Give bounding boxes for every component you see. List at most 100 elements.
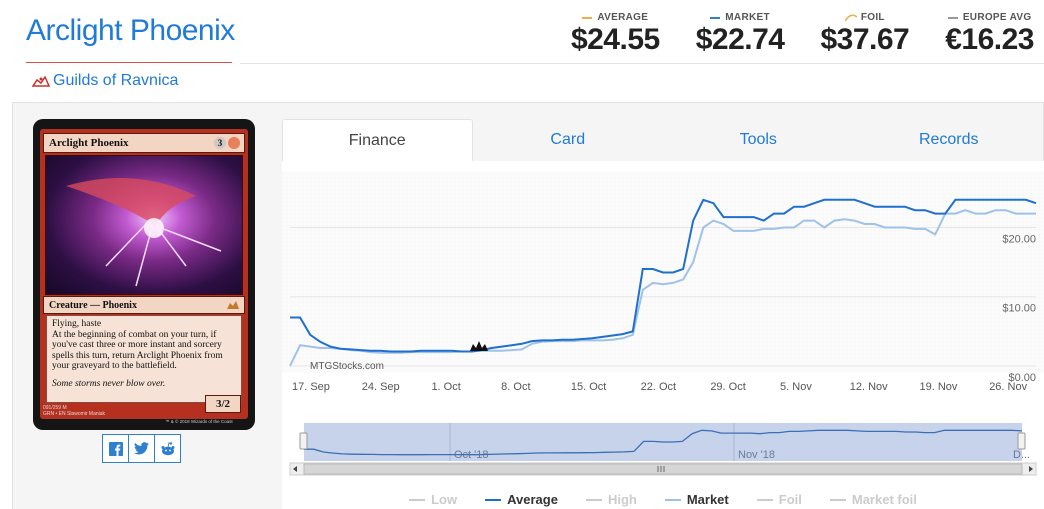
legend-label: Market foil xyxy=(851,492,917,507)
twitter-share-button[interactable] xyxy=(128,434,155,463)
navigator-scrollbar-thumb[interactable] xyxy=(303,463,1023,475)
price-market-label: MARKET xyxy=(725,12,770,23)
legend-item-market-foil[interactable]: Market foil xyxy=(829,492,917,507)
legend-item-market[interactable]: Market xyxy=(664,492,729,507)
chart-legend: Low Average High Market Foil Market foil xyxy=(282,492,1044,507)
mana-generic-icon: 3 xyxy=(214,137,226,149)
mana-generic-value: 3 xyxy=(217,138,223,148)
card-set-code: GRN • EN xyxy=(43,411,66,417)
x-tick-label: 19. Nov xyxy=(919,381,957,393)
price-europe-label: EUROPE AVG xyxy=(962,12,1032,23)
x-tick-label: 24. Sep xyxy=(362,381,400,393)
price-europe-value: €16.23 xyxy=(945,23,1034,56)
legend-label: Average xyxy=(507,492,558,507)
card-image[interactable]: Arclight Phoenix 3 Creature — Phoenix Fl… xyxy=(33,119,255,430)
scroll-left-arrow-icon[interactable] xyxy=(293,466,297,472)
legend-swatch xyxy=(829,498,846,501)
price-chart-svg: $20.00 $10.00 $0.00 MTGStocks.com 17. Sep 24.… xyxy=(282,171,1044,476)
price-average-value: $24.55 xyxy=(570,23,660,56)
mana-red-icon xyxy=(228,137,240,149)
legend-label: High xyxy=(607,492,637,507)
card-type: Creature — Phoenix xyxy=(49,299,137,311)
card-mana-cost: 3 xyxy=(214,137,240,149)
navigator-handle-left[interactable] xyxy=(299,432,308,450)
page-title: Arclight Phoenix xyxy=(26,14,235,47)
x-tick-label: 12. Nov xyxy=(850,381,888,393)
legend-swatch xyxy=(485,498,502,501)
x-tick-label: 8. Oct xyxy=(501,381,530,393)
card-rules-2: At the beginning of combat on your turn,… xyxy=(52,329,223,372)
y-tick-label: $0.00 xyxy=(1008,372,1036,384)
legend-swatch xyxy=(409,498,426,501)
price-chart: $20.00 $10.00 $0.00 MTGStocks.com 17. Sep 24.… xyxy=(282,161,1044,509)
legend-swatch xyxy=(585,498,602,501)
x-tick-label: 17. Sep xyxy=(292,381,330,393)
navigator-label: Nov '18 xyxy=(738,449,775,461)
price-europe: EUROPE AVG €16.23 xyxy=(945,12,1034,57)
legend-item-foil[interactable]: Foil xyxy=(756,492,802,507)
x-tick-label: 5. Nov xyxy=(780,381,812,393)
card-text-box: Flying, haste At the beginning of combat… xyxy=(46,315,242,403)
scroll-right-arrow-icon[interactable] xyxy=(1029,466,1033,472)
set-name[interactable]: Guilds of Ravnica xyxy=(53,72,179,89)
header-divider xyxy=(240,63,1044,64)
legend-label: Low xyxy=(431,492,458,507)
x-tick-label: 1. Oct xyxy=(431,381,460,393)
price-foil-label: FOIL xyxy=(860,12,885,23)
y-tick-label: $10.00 xyxy=(1002,303,1036,315)
reddit-icon xyxy=(161,441,174,455)
europe-dash-icon xyxy=(947,16,958,19)
legend-label: Market xyxy=(686,492,729,507)
tab-finance[interactable]: Finance xyxy=(282,119,473,161)
navigator-handle-right[interactable] xyxy=(1017,432,1026,450)
price-market: MARKET $22.74 xyxy=(696,12,785,57)
card-type-line: Creature — Phoenix xyxy=(43,296,245,314)
price-market-value: $22.74 xyxy=(695,23,785,56)
legend-label: Foil xyxy=(778,492,802,507)
card-footer: 091/259 M GRN • EN Slawomir Maniak xyxy=(43,405,105,417)
card-artist: Slawomir Maniak xyxy=(66,411,106,417)
x-tick-label: 22. Oct xyxy=(641,381,676,393)
facebook-share-button[interactable] xyxy=(102,434,129,463)
x-tick-label: 26. Nov xyxy=(989,381,1027,393)
chart-watermark: MTGStocks.com xyxy=(310,361,384,372)
card-power-toughness: 3/2 xyxy=(205,395,241,413)
tab-records[interactable]: Records xyxy=(918,131,979,148)
event-marker-icon[interactable] xyxy=(470,341,488,351)
set-link[interactable]: Guilds of Ravnica xyxy=(32,72,178,90)
average-dash-icon xyxy=(582,16,593,19)
reddit-share-button[interactable] xyxy=(154,434,181,463)
tab-card[interactable]: Card xyxy=(550,131,586,148)
tab-tools[interactable]: Tools xyxy=(739,131,777,148)
x-tick-label: 15. Oct xyxy=(571,381,606,393)
series-line-average xyxy=(290,198,1037,353)
price-average-label: AVERAGE xyxy=(597,12,649,23)
scrollbar-grip-icon[interactable] xyxy=(657,466,665,472)
phoenix-art-icon xyxy=(66,178,222,287)
card-name: Arclight Phoenix xyxy=(49,137,129,149)
price-summary: AVERAGE $24.55 MARKET $22.74 FOIL $37.67… xyxy=(535,12,1035,57)
twitter-icon xyxy=(134,442,149,455)
legend-item-average[interactable]: Average xyxy=(485,492,558,507)
legend-item-low[interactable]: Low xyxy=(409,492,457,507)
legend-item-high[interactable]: High xyxy=(585,492,637,507)
price-foil: FOIL $37.67 xyxy=(820,12,909,57)
price-foil-value: $37.67 xyxy=(820,23,910,56)
card-rules-1: Flying, haste xyxy=(52,319,102,329)
card-art xyxy=(45,155,243,295)
set-symbol-icon xyxy=(227,301,239,309)
y-tick-label: $20.00 xyxy=(1002,233,1036,245)
navigator-label: D... xyxy=(1013,449,1030,461)
x-tick-label: 29. Oct xyxy=(710,381,745,393)
navigator-series-line xyxy=(304,429,1023,456)
price-average: AVERAGE $24.55 xyxy=(571,12,660,57)
market-dash-icon xyxy=(710,16,721,19)
card-flavor-text: Some storms never blow over. xyxy=(52,378,166,389)
card-collector: 091/259 M xyxy=(43,405,67,411)
legend-swatch xyxy=(756,498,773,501)
legend-swatch xyxy=(664,498,681,501)
facebook-icon xyxy=(108,441,123,456)
tab-bar: Finance Card Tools Records xyxy=(282,119,1044,161)
guild-symbol-icon xyxy=(32,75,50,87)
social-share xyxy=(102,434,181,463)
